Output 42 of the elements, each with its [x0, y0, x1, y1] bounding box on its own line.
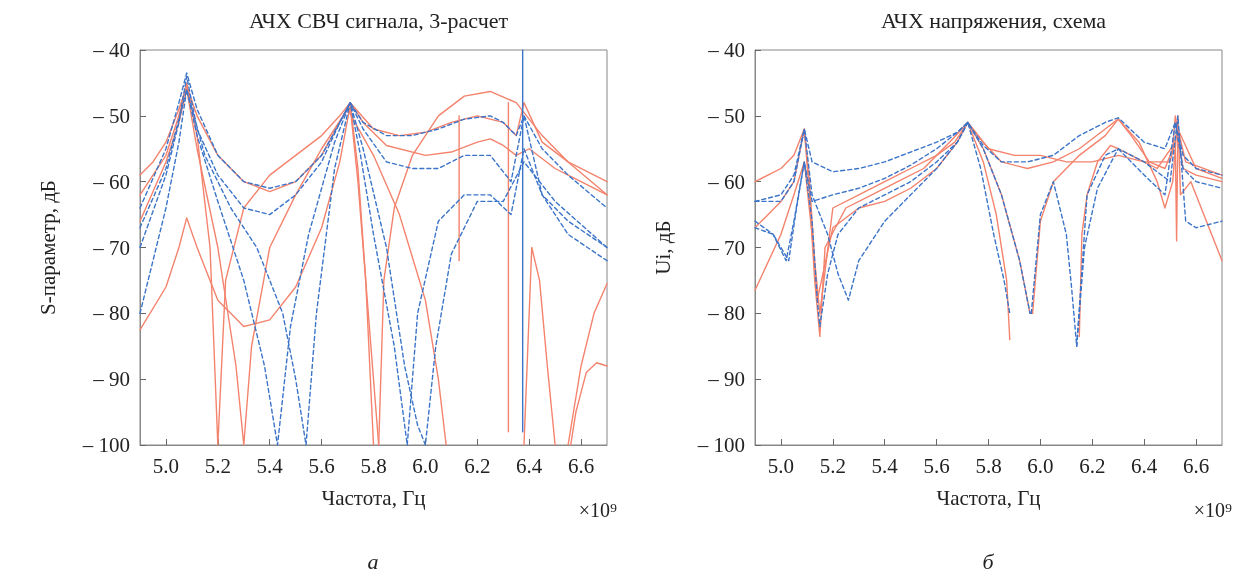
y-tick-label: – 60	[92, 169, 130, 194]
text: а	[367, 548, 379, 574]
x-tick-label: 5.4	[871, 453, 899, 478]
y-tick-label: – 40	[707, 38, 745, 62]
y-tick-label: – 70	[707, 235, 745, 260]
x-tick-label: 5.6	[308, 453, 335, 478]
x-tick-label: 5.8	[360, 453, 387, 478]
x-tick-label: 6.6	[567, 453, 595, 478]
x-axis-title: Частота, Гц	[936, 485, 1041, 510]
x-tick-label: 6.4	[516, 453, 543, 478]
x-tick-label: 5.4	[256, 453, 284, 478]
x-tick-label: 6.6	[1182, 453, 1210, 478]
y-tick-label: – 80	[707, 301, 745, 326]
y-tick-label: – 60	[707, 169, 745, 194]
chart-title: АЧХ СВЧ сигнала, 3-расчет	[248, 7, 509, 33]
y-tick-label: – 40	[92, 38, 130, 62]
x-tick-label: 5.8	[975, 453, 1002, 478]
y-tick-label: – 50	[92, 103, 130, 128]
x-tick-label: 5.6	[923, 453, 950, 478]
y-tick-label: – 100	[696, 433, 745, 457]
x-tick-label: 6.0	[412, 453, 439, 478]
y-axis-title: Ui, дБ	[650, 220, 675, 275]
y-tick-label: – 50	[707, 103, 745, 128]
y-axis-title: S-параметр, дБ	[35, 180, 60, 315]
x-tick-label: 5.2	[819, 453, 846, 478]
x-tick-label: 6.4	[1131, 453, 1158, 478]
y-tick-label: – 90	[707, 367, 745, 392]
y-tick-label: – 70	[92, 235, 130, 260]
x-tick-label: 5.0	[767, 453, 795, 478]
x-axis-title: Частота, Гц	[321, 485, 426, 510]
y-tick-label: – 100	[81, 433, 130, 457]
x-tick-label: 6.2	[1079, 453, 1106, 478]
y-tick-label: – 80	[92, 301, 130, 326]
x-tick-label: 6.0	[1027, 453, 1054, 478]
x-tick-label: 6.2	[464, 453, 491, 478]
text: ×10⁹	[1193, 499, 1233, 521]
x-tick-label: 5.0	[152, 453, 180, 478]
text: б	[982, 548, 995, 574]
chart-title: АЧХ напряжения, схема	[881, 7, 1107, 33]
y-tick-label: – 90	[92, 367, 130, 392]
x-tick-label: 5.2	[204, 453, 231, 478]
text: ×10⁹	[578, 499, 618, 521]
